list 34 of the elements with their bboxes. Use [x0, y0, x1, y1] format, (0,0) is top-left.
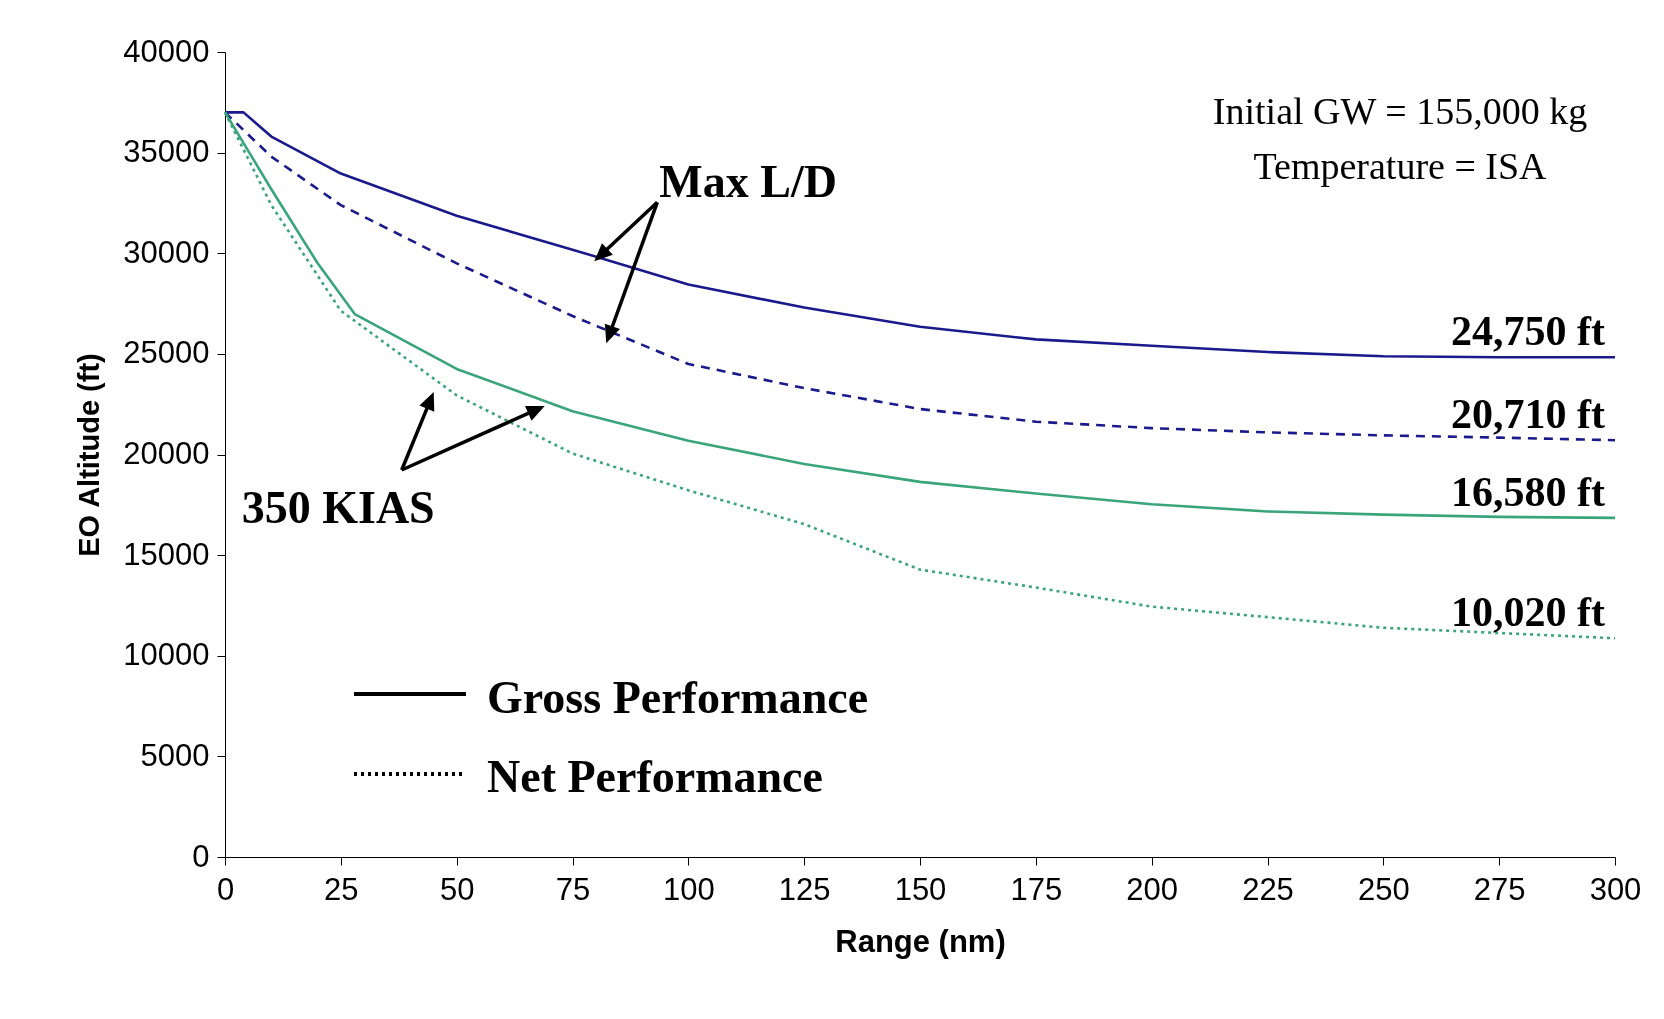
annotation: 24,750 ft	[1451, 308, 1605, 355]
y-tick-label: 35000	[123, 134, 210, 170]
annotation: Temperature = ISA	[1253, 145, 1548, 187]
y-tick-label: 5000	[140, 737, 210, 773]
annotation: Max L/D	[659, 156, 837, 208]
annotation: Initial GW = 155,000 kg	[1212, 90, 1588, 132]
x-tick-label: 200	[1126, 871, 1179, 907]
x-tick-label: 50	[439, 871, 475, 907]
x-tick-label: 0	[216, 871, 235, 907]
annotation: 350 KIAS	[241, 482, 435, 533]
x-tick-label: 125	[778, 871, 831, 907]
annotation: 20,710 ft	[1451, 391, 1605, 438]
y-tick-label: 40000	[123, 33, 210, 69]
x-axis-title: Range (nm)	[835, 923, 1006, 959]
x-tick-label: 175	[1010, 871, 1063, 907]
x-tick-label: 75	[555, 871, 591, 907]
x-tick-label: 250	[1357, 871, 1410, 907]
x-tick-label: 100	[662, 871, 715, 907]
y-tick-label: 25000	[123, 335, 210, 371]
y-tick-label: 20000	[123, 436, 210, 471]
x-tick-label: 300	[1589, 871, 1642, 907]
y-tick-label: 10000	[123, 637, 210, 673]
y-tick-label: 15000	[123, 536, 210, 572]
x-tick-label: 150	[894, 871, 947, 907]
annotation: 16,580 ft	[1451, 468, 1605, 515]
x-tick-label: 25	[324, 871, 359, 907]
annotation: Net Performance	[487, 751, 823, 802]
x-tick-label: 275	[1473, 871, 1526, 907]
annotation: Gross Performance	[487, 672, 869, 723]
y-tick-label: 30000	[123, 234, 210, 270]
annotation: 10,020 ft	[1451, 589, 1605, 636]
x-tick-label: 225	[1242, 871, 1294, 907]
y-tick-label: 0	[192, 838, 210, 874]
y-axis-title: EO Altitude (ft)	[73, 353, 106, 557]
